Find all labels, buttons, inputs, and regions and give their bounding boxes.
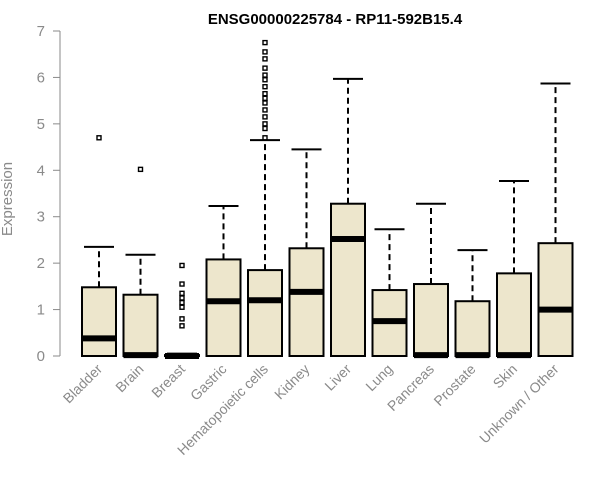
- box-skin: [496, 179, 532, 359]
- outlier-point: [262, 65, 268, 71]
- outlier-point: [262, 77, 268, 83]
- y-tick-label: 3: [37, 209, 45, 226]
- box-rect: [330, 202, 366, 357]
- box-lung: [371, 228, 408, 358]
- outlier-point: [179, 290, 185, 297]
- x-category-label: Breast: [148, 361, 188, 401]
- x-category-label: Prostate: [430, 361, 478, 409]
- box-rect: [81, 286, 117, 357]
- y-tick-label: 7: [37, 23, 45, 40]
- outlier-point: [262, 95, 268, 102]
- y-axis-label: Expression: [0, 162, 16, 236]
- y-tick-label: 2: [37, 255, 45, 272]
- box-rect: [288, 247, 325, 358]
- y-tick-label: 5: [37, 116, 45, 133]
- outlier-point: [262, 121, 268, 127]
- x-category-label: Bladder: [60, 361, 106, 407]
- outlier-point: [96, 135, 102, 141]
- x-category-label: Unknown / Other: [476, 361, 562, 447]
- x-category-label: Brain: [112, 361, 146, 395]
- box-rect: [496, 272, 532, 358]
- box-kidney: [288, 148, 325, 358]
- box-liver: [330, 77, 366, 357]
- outlier-point: [179, 295, 185, 301]
- outlier-point: [137, 166, 144, 173]
- box-gastric: [205, 205, 242, 357]
- chart-title: ENSG00000225784 - RP11-592B15.4: [208, 11, 463, 28]
- outlier-point: [262, 107, 268, 113]
- box-prostate: [454, 249, 491, 359]
- box-rect: [122, 293, 159, 358]
- box-bladder: [81, 135, 117, 357]
- x-category-label: Kidney: [271, 361, 313, 403]
- box-pancreas: [413, 202, 449, 359]
- outlier-point: [262, 135, 268, 141]
- outlier-point: [262, 84, 268, 90]
- box-rect: [205, 258, 242, 357]
- y-tick-label: 0: [37, 348, 45, 365]
- x-category-label: Liver: [321, 361, 354, 394]
- box-unknown-other: [537, 82, 574, 357]
- y-tick-label: 6: [37, 69, 45, 86]
- y-tick-label: 4: [37, 162, 45, 179]
- y-axis: 0 1 2 3 4 5 6 7: [37, 23, 61, 365]
- box-rect: [247, 269, 283, 358]
- boxes-group: [81, 39, 574, 359]
- x-category-label: Skin: [490, 361, 521, 392]
- outlier-point: [262, 39, 268, 46]
- y-tick-label: 1: [37, 302, 45, 319]
- outlier-point: [179, 299, 185, 306]
- box-hematopoietic-cells: [247, 39, 283, 358]
- outlier-point: [262, 90, 268, 97]
- box-rect: [454, 300, 491, 358]
- outlier-point: [179, 323, 185, 329]
- outlier-point: [262, 114, 268, 120]
- outlier-point: [262, 72, 268, 78]
- box-breast: [164, 262, 200, 359]
- x-category-label: Lung: [362, 361, 395, 394]
- outlier-point: [262, 100, 268, 106]
- outlier-point: [179, 262, 185, 269]
- box-brain: [122, 166, 159, 359]
- box-rect: [413, 283, 449, 357]
- outlier-point: [179, 316, 185, 322]
- outlier-point: [262, 56, 268, 62]
- outlier-point: [262, 49, 268, 55]
- outlier-point: [179, 304, 185, 310]
- box-rect: [537, 242, 574, 357]
- outlier-point: [179, 281, 185, 287]
- outlier-point: [262, 125, 268, 132]
